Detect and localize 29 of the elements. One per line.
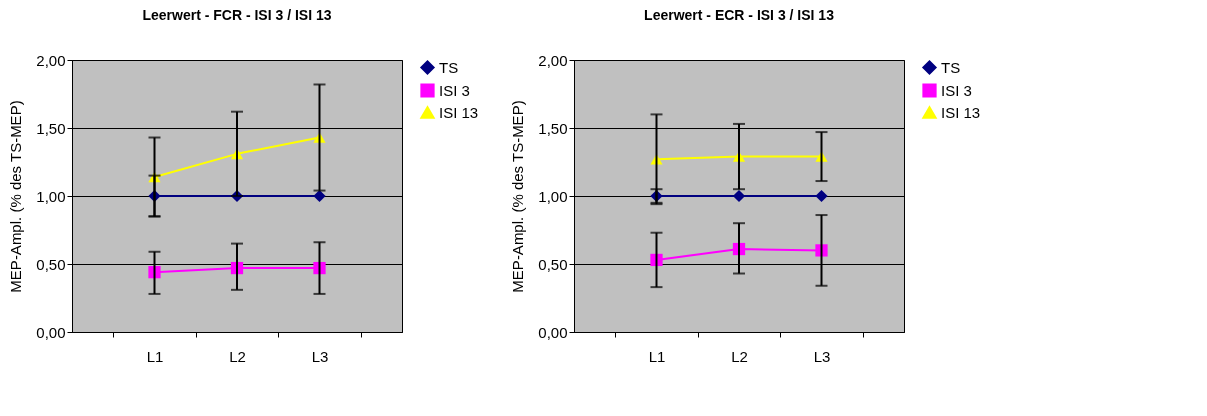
y-tick-label: 1,50 [36,119,66,137]
x-tick-label: L1 [146,347,164,365]
point [815,189,828,203]
x-tick-label: L2 [229,347,246,365]
x-tick-label: L3 [813,347,831,365]
y-tick-label: 2,00 [538,51,568,69]
x-tick-label: L3 [311,347,329,365]
y-axis-title: MEP-Ampl. (% des TS-MEP) [509,100,527,293]
y-tick-label: 0,50 [36,255,66,273]
chart-title: Leerwert - FCR - ISI 3 / ISI 13 [142,7,332,23]
y-axis-title: MEP-Ampl. (% des TS-MEP) [7,100,25,293]
point [313,189,326,203]
y-tick-label: 0,00 [538,323,568,341]
y-tick-label: 0,00 [36,323,66,341]
legend-label: TS [941,58,961,76]
chart-title: Leerwert - ECR - ISI 3 / ISI 13 [644,7,835,23]
legend-label: ISI 3 [439,81,470,99]
point [732,189,746,203]
y-tick-label: 1,00 [538,187,568,205]
y-tick-label: 2,00 [36,51,66,69]
legend-label: ISI 3 [941,81,972,99]
x-tick-label: L2 [731,347,748,365]
legend-label: ISI 13 [941,103,981,121]
legend-label: ISI 13 [439,103,479,121]
y-tick-label: 1,50 [538,119,568,137]
legend-label: TS [439,58,459,76]
y-tick-label: 0,50 [538,255,568,273]
y-tick-label: 1,00 [36,187,66,205]
x-tick-label: L1 [648,347,666,365]
